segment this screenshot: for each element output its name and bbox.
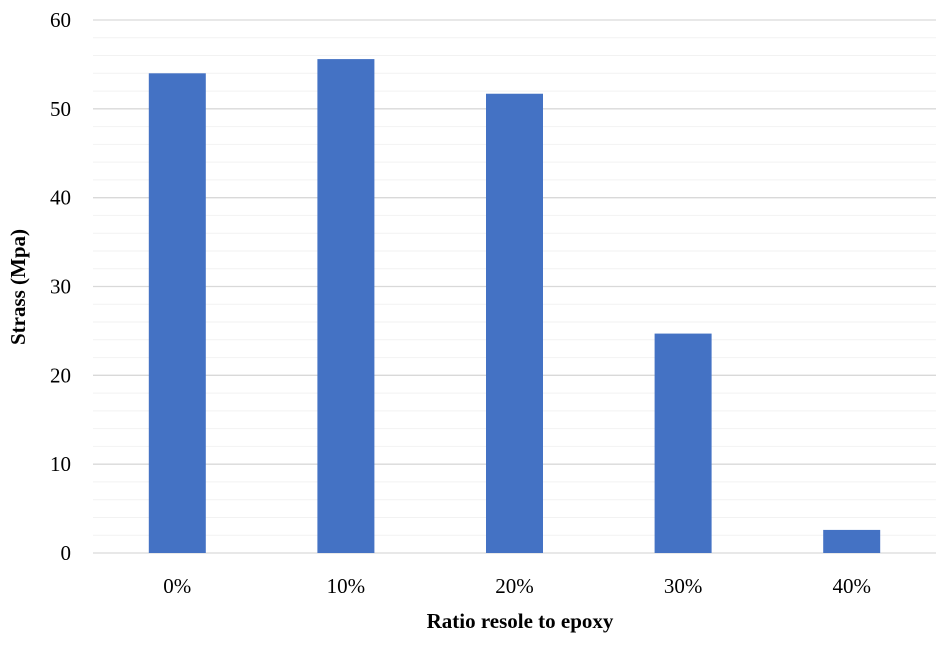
y-tick-label: 0 (61, 541, 72, 565)
x-tick-label: 20% (495, 574, 534, 598)
bar-40pct (823, 529, 881, 553)
y-axis-title: Strass (Mpa) (6, 229, 30, 345)
y-tick-label: 20 (50, 363, 71, 387)
x-axis-title: Ratio resole to epoxy (427, 609, 614, 633)
y-tick-label: 10 (50, 452, 71, 476)
x-tick-label: 0% (163, 574, 191, 598)
y-tick-label: 50 (50, 97, 71, 121)
bars (148, 59, 881, 554)
x-tick-label: 30% (664, 574, 703, 598)
y-tick-label: 60 (50, 8, 71, 32)
y-tick-label: 30 (50, 275, 71, 299)
x-tick-labels: 0% 10% 20% 30% 40% (163, 574, 871, 598)
bar-20pct (486, 93, 543, 554)
bar-30pct (654, 333, 712, 553)
y-tick-label: 40 (50, 186, 71, 210)
x-tick-label: 10% (327, 574, 366, 598)
x-tick-label: 40% (832, 574, 871, 598)
y-tick-labels: 0 10 20 30 40 50 60 (50, 8, 71, 565)
bar-0pct (148, 73, 206, 554)
bar-10pct (317, 59, 375, 553)
